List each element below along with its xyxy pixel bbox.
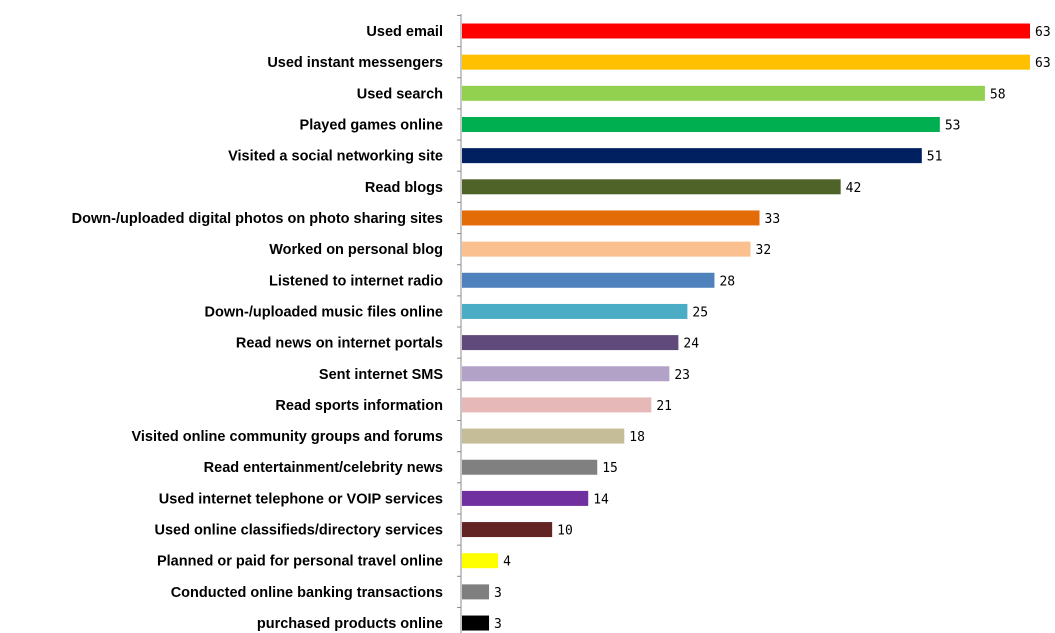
category-label: Used instant messengers	[267, 55, 443, 71]
category-label: Conducted online banking transactions	[171, 585, 443, 601]
bar	[462, 23, 1030, 39]
category-label: Listened to internet radio	[269, 273, 443, 289]
data-label: 10	[557, 524, 573, 539]
bar	[462, 522, 553, 538]
category-label: Used online classifieds/directory servic…	[154, 523, 443, 539]
category-label: Read news on internet portals	[236, 336, 443, 352]
category-label: purchased products online	[257, 616, 443, 632]
data-label: 15	[602, 461, 618, 476]
category-label: Sent internet SMS	[319, 367, 443, 383]
category-label: Used search	[357, 86, 443, 102]
bar	[462, 428, 625, 444]
bar	[462, 241, 751, 257]
bar	[462, 54, 1030, 70]
data-label: 53	[945, 118, 961, 133]
category-label: Planned or paid for personal travel onli…	[157, 554, 443, 570]
data-label: 58	[990, 87, 1006, 102]
data-label: 18	[629, 430, 645, 445]
data-label: 32	[756, 243, 772, 258]
data-label: 63	[1035, 25, 1051, 40]
data-label: 14	[593, 492, 609, 507]
data-label: 23	[674, 368, 690, 383]
bar	[462, 490, 589, 506]
category-label: Worked on personal blog	[269, 242, 443, 258]
category-label: Read sports information	[275, 398, 443, 414]
category-label: Read blogs	[365, 180, 443, 196]
bar	[462, 366, 670, 382]
bar	[462, 116, 940, 132]
category-label: Used email	[366, 24, 443, 40]
category-label: Visited online community groups and foru…	[131, 429, 443, 445]
data-label: 21	[656, 399, 672, 414]
bar	[462, 553, 499, 569]
bar	[462, 272, 715, 288]
data-label: 4	[503, 555, 511, 570]
data-label: 42	[846, 181, 862, 196]
category-label: Played games online	[300, 117, 443, 133]
bar	[462, 584, 490, 600]
bar	[462, 179, 841, 195]
bar	[462, 397, 652, 413]
category-label: Visited a social networking site	[228, 149, 443, 165]
category-label: Read entertainment/celebrity news	[204, 460, 443, 476]
data-label: 3	[494, 586, 502, 601]
bar	[462, 303, 688, 319]
data-label: 51	[927, 150, 943, 165]
data-label: 3	[494, 617, 502, 632]
bar	[462, 335, 679, 351]
data-label: 24	[683, 337, 699, 352]
data-label: 63	[1035, 56, 1051, 71]
category-label: Down-/uploaded digital photos on photo s…	[72, 211, 443, 227]
bar	[462, 615, 490, 631]
bar	[462, 459, 598, 475]
bar	[462, 210, 760, 226]
data-label: 28	[719, 274, 735, 289]
bar	[462, 148, 922, 164]
category-label: Down-/uploaded music files online	[205, 304, 443, 320]
bar	[462, 85, 985, 101]
data-label: 33	[765, 212, 781, 227]
category-label: Used internet telephone or VOIP services	[159, 491, 443, 507]
data-label: 25	[692, 305, 708, 320]
